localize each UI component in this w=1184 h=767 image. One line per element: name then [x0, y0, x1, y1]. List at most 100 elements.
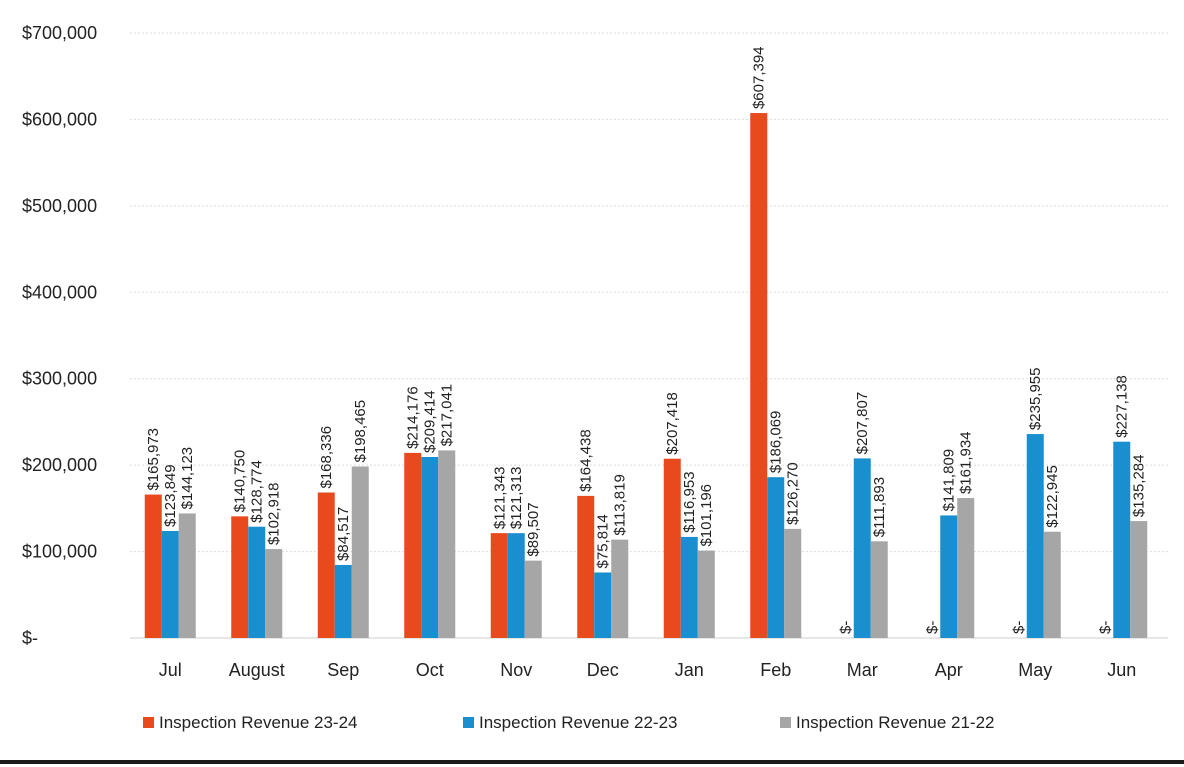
bar	[490, 533, 508, 638]
legend-swatch	[780, 717, 791, 728]
bar	[438, 450, 456, 638]
y-tick-label: $700,000	[22, 23, 97, 43]
y-tick-label: $400,000	[22, 282, 97, 302]
data-label: $111,893	[871, 477, 888, 537]
bar	[507, 533, 525, 638]
data-label: $101,196	[698, 484, 715, 547]
bar	[161, 530, 179, 638]
y-tick-label: $300,000	[22, 369, 97, 389]
data-label: $-	[1010, 621, 1027, 634]
data-label: $-	[837, 621, 854, 634]
x-axis-ticks: Jul August Sep Oct Nov Dec Jan Feb Mar Apr May Jun	[159, 660, 1137, 680]
data-label: $198,465	[352, 400, 369, 463]
data-label: $209,414	[422, 390, 439, 453]
bar	[611, 539, 629, 638]
legend-label: Inspection Revenue 23-24	[159, 713, 357, 732]
data-label: $84,517	[335, 507, 352, 561]
x-tick-label: Jun	[1107, 660, 1136, 680]
data-label: $168,336	[318, 426, 335, 489]
bar	[178, 513, 196, 638]
data-label: $-	[1097, 621, 1114, 634]
data-label: $217,041	[439, 384, 456, 447]
x-tick-label: Sep	[327, 660, 359, 680]
data-label: $-	[924, 621, 941, 634]
bar	[1043, 531, 1061, 638]
data-label: $122,945	[1044, 465, 1061, 528]
bar	[767, 477, 785, 638]
bar	[1130, 521, 1148, 638]
y-tick-label: $100,000	[22, 542, 97, 562]
data-label: $144,123	[179, 447, 196, 510]
data-label: $227,138	[1114, 375, 1131, 438]
legend: Inspection Revenue 23-24 Inspection Reven…	[143, 713, 994, 732]
data-label: $135,284	[1131, 454, 1148, 517]
bar	[265, 549, 283, 638]
bar	[1026, 434, 1044, 638]
bar	[784, 528, 802, 638]
data-label: $161,934	[958, 431, 975, 494]
data-label: $235,955	[1027, 367, 1044, 430]
bar	[404, 452, 422, 638]
data-labels: $165,973$123,849 $144,123 $140,750 $128,774…	[145, 46, 1148, 634]
x-tick-label: Feb	[760, 660, 791, 680]
x-tick-label: Dec	[587, 660, 619, 680]
bar	[680, 536, 698, 638]
bar	[853, 458, 871, 638]
bar	[663, 458, 681, 638]
x-tick-label: Oct	[416, 660, 444, 680]
data-label: $214,176	[405, 386, 422, 449]
y-tick-label: $600,000	[22, 109, 97, 129]
data-label: $207,807	[854, 392, 871, 455]
data-label: $89,507	[525, 502, 542, 556]
bar	[957, 498, 975, 638]
legend-swatch	[463, 717, 474, 728]
y-tick-label: $-	[22, 628, 38, 648]
data-label: $207,418	[664, 392, 681, 455]
bar	[870, 541, 888, 638]
y-axis-ticks: $- $100,000 $200,000 $300,000 $400,000 $500,0…	[22, 23, 97, 648]
legend-label: Inspection Revenue 21-22	[796, 713, 994, 732]
bar	[1113, 441, 1131, 638]
data-label: $126,270	[785, 462, 802, 525]
data-label: $123,849	[162, 464, 179, 527]
data-label: $141,809	[941, 449, 958, 512]
bottom-rule	[0, 760, 1184, 764]
bar	[940, 515, 958, 638]
bar	[351, 466, 369, 638]
bar	[524, 560, 542, 638]
gridlines	[130, 32, 1168, 639]
bars	[144, 113, 1148, 639]
data-label: $140,750	[232, 450, 249, 513]
data-label: $113,819	[612, 474, 629, 535]
bar	[248, 526, 266, 638]
data-label: $102,918	[266, 482, 283, 545]
data-label: $607,394	[751, 46, 768, 109]
x-tick-label: Apr	[935, 660, 963, 680]
legend-label: Inspection Revenue 22-23	[479, 713, 677, 732]
bar	[750, 113, 768, 639]
bar	[334, 564, 352, 638]
y-tick-label: $500,000	[22, 196, 97, 216]
y-tick-label: $200,000	[22, 455, 97, 475]
x-tick-label: August	[229, 660, 285, 680]
x-tick-label: Mar	[847, 660, 878, 680]
x-tick-label: Nov	[500, 660, 532, 680]
data-label: $121,343	[491, 467, 508, 530]
bar	[144, 494, 162, 638]
bar	[421, 457, 439, 638]
data-label: $121,313	[508, 467, 525, 530]
data-label: $165,973	[145, 428, 162, 491]
data-label: $128,774	[249, 460, 266, 523]
data-label: $164,438	[578, 429, 595, 492]
data-label: $186,069	[768, 411, 785, 474]
bar	[317, 492, 335, 638]
legend-swatch	[143, 717, 154, 728]
x-tick-label: May	[1018, 660, 1052, 680]
bar	[594, 572, 612, 638]
bar	[697, 550, 715, 638]
x-tick-label: Jul	[159, 660, 182, 680]
x-tick-label: Jan	[675, 660, 704, 680]
bar	[231, 516, 249, 638]
data-label: $116,953	[681, 471, 698, 532]
